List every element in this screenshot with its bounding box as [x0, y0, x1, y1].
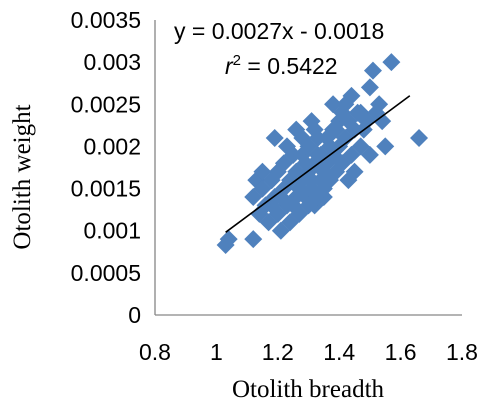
y-tick-label: 0.002	[83, 133, 141, 159]
y-tick-label: 0.003	[83, 49, 141, 75]
axes	[154, 20, 462, 316]
data-points	[216, 53, 429, 255]
y-tick-label: 0.0025	[71, 91, 141, 117]
data-point	[284, 196, 303, 215]
data-point	[296, 154, 315, 173]
y-axis-title: Otolith weight	[9, 104, 36, 249]
r-squared-superscript: 2	[233, 52, 241, 69]
y-tick-label: 0	[128, 302, 141, 328]
trendline-equation: y = 0.0027x - 0.0018	[174, 18, 384, 44]
data-point	[302, 171, 321, 190]
data-point	[287, 120, 306, 139]
data-point	[219, 230, 238, 249]
data-point	[314, 179, 333, 198]
data-point	[327, 120, 346, 139]
data-point	[253, 162, 272, 181]
y-tick-label: 0.0035	[71, 7, 141, 33]
data-point	[342, 86, 361, 105]
data-point	[314, 162, 333, 181]
trendline	[225, 95, 411, 233]
data-point	[360, 145, 379, 164]
data-point	[382, 53, 401, 72]
data-point	[278, 137, 297, 156]
x-tick-label: 1.2	[262, 339, 294, 365]
x-tick-label: 1.6	[385, 339, 417, 365]
y-tick-labels: 0 0.0005 0.001 0.0015 0.002 0.0025 0.003 0.0035	[71, 7, 141, 328]
x-tick-label: 0.8	[139, 339, 171, 365]
data-point	[271, 188, 290, 206]
y-tick-label: 0.0005	[71, 260, 141, 286]
x-tick-label: 1.4	[323, 339, 355, 365]
data-point	[308, 145, 327, 164]
y-tick-label: 0.001	[83, 218, 141, 244]
data-point	[410, 129, 429, 147]
data-point	[244, 230, 263, 249]
data-point	[305, 120, 324, 139]
x-tick-label: 1.8	[446, 339, 478, 365]
y-tick-label: 0.0015	[71, 176, 141, 202]
data-point	[290, 179, 309, 198]
r-squared-label: r2 = 0.5422	[225, 52, 338, 79]
r-squared-value: = 0.5422	[241, 53, 338, 79]
x-tick-label: 1	[210, 339, 223, 365]
data-point	[333, 103, 352, 122]
data-point	[360, 78, 379, 97]
data-point	[299, 196, 318, 215]
x-tick-labels: 0.8 1 1.2 1.4 1.6 1.8	[139, 339, 478, 365]
x-axis-title: Otolith breadth	[232, 376, 385, 403]
data-point	[376, 137, 395, 156]
r-squared-symbol: r	[225, 53, 234, 79]
data-point	[363, 61, 382, 80]
data-point	[265, 129, 284, 147]
data-point	[339, 171, 358, 190]
